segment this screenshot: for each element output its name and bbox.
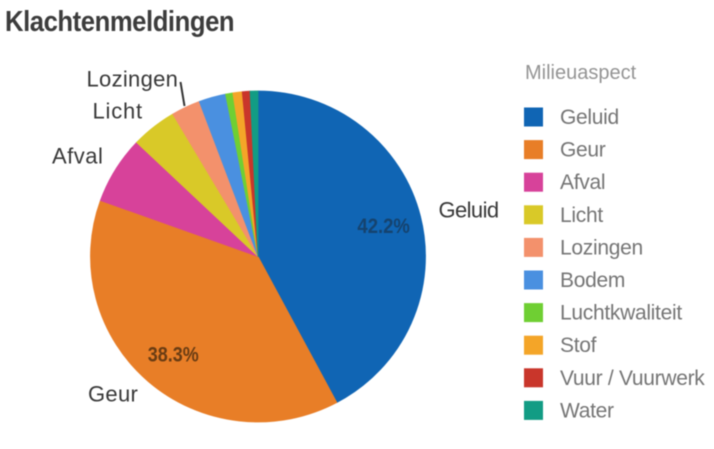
svg-text:Geluid: Geluid (439, 198, 499, 223)
svg-text:Milieuaspect: Milieuaspect (525, 62, 637, 84)
svg-text:42.2%: 42.2% (357, 214, 410, 238)
svg-text:Afval: Afval (52, 144, 103, 169)
svg-text:Geur: Geur (88, 382, 138, 407)
svg-text:Bodem: Bodem (560, 269, 625, 292)
svg-text:Stof: Stof (560, 334, 597, 357)
svg-text:Lozingen: Lozingen (560, 236, 643, 259)
svg-text:Water: Water (560, 399, 614, 422)
svg-text:38.3%: 38.3% (148, 343, 199, 367)
svg-text:Lozingen: Lozingen (87, 67, 179, 92)
svg-text:Licht: Licht (93, 99, 143, 124)
svg-text:Geluid: Geluid (560, 106, 619, 129)
svg-text:Geur: Geur (560, 139, 606, 162)
svg-text:Afval: Afval (560, 171, 605, 194)
svg-text:Vuur / Vuurwerk: Vuur / Vuurwerk (560, 367, 705, 390)
svg-text:Klachtenmeldingen: Klachtenmeldingen (5, 5, 234, 38)
svg-text:Luchtkwaliteit: Luchtkwaliteit (560, 302, 682, 325)
svg-text:Licht: Licht (560, 204, 603, 227)
